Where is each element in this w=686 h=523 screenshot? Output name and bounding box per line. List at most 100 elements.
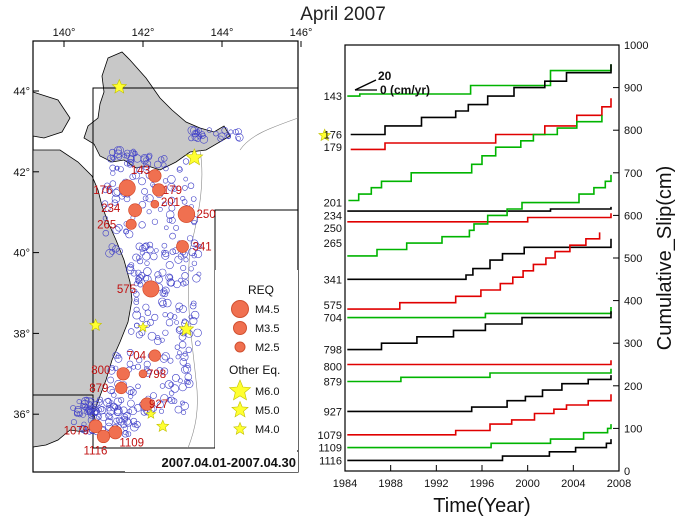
background-quake-marker <box>132 310 141 320</box>
background-quake-marker <box>98 406 105 413</box>
background-quake-marker <box>151 218 158 225</box>
slip-series <box>347 64 612 462</box>
background-quake-marker <box>134 296 139 302</box>
background-quake-marker <box>112 226 121 235</box>
series-line-575 <box>347 232 601 310</box>
background-quake-marker <box>183 365 192 374</box>
background-quake-marker <box>137 258 144 265</box>
background-quake-marker <box>139 250 145 256</box>
background-quake-marker <box>188 314 194 320</box>
background-quake-marker <box>136 166 144 174</box>
series-label-341: 341 <box>324 274 342 286</box>
background-quake-marker <box>162 201 168 207</box>
y-tick-label: 100 <box>624 423 642 435</box>
background-quake-marker <box>115 247 123 255</box>
other-quake-star <box>178 321 195 337</box>
background-quake-marker <box>234 128 242 135</box>
background-quake-marker <box>136 255 142 261</box>
background-quake-marker <box>185 346 192 354</box>
series-label-879: 879 <box>324 377 342 389</box>
background-quake-marker <box>167 396 176 404</box>
req-event-1116 <box>96 429 111 444</box>
background-quake-marker <box>183 176 188 182</box>
background-quake-marker <box>102 215 108 221</box>
background-quake-marker <box>111 156 116 162</box>
background-quake-marker <box>168 204 176 212</box>
background-quake-marker <box>118 397 125 404</box>
background-quake-marker <box>125 230 134 239</box>
background-quake-marker <box>213 131 219 137</box>
legend-star <box>233 421 247 435</box>
background-quake-marker <box>97 396 104 403</box>
background-quake-marker <box>96 398 103 406</box>
background-quake-marker <box>159 337 165 343</box>
background-quake-marker <box>82 428 88 435</box>
req-label-179: 179 <box>163 185 182 197</box>
background-quake-marker <box>120 421 128 428</box>
other-quake-star <box>137 321 149 333</box>
background-quake-marker <box>136 357 143 364</box>
background-quake-marker <box>127 155 134 162</box>
background-quake-marker <box>105 404 113 412</box>
background-quake-marker <box>121 430 129 438</box>
y-tick-label: 800 <box>624 125 642 137</box>
req-label-265: 265 <box>97 219 116 231</box>
background-quake-marker <box>124 419 133 427</box>
series-label-143: 143 <box>324 91 342 103</box>
background-quake-marker <box>79 425 87 433</box>
background-quake-marker <box>155 334 161 340</box>
background-quake-marker <box>194 135 201 142</box>
background-quake-marker <box>188 266 194 272</box>
background-quake-marker <box>194 250 203 259</box>
background-quake-marker <box>124 160 131 167</box>
req-label-143: 143 <box>131 165 150 177</box>
background-quake-marker <box>167 183 176 192</box>
background-quake-marker <box>127 159 135 167</box>
background-quake-marker <box>144 260 150 266</box>
background-quake-marker <box>99 413 108 422</box>
map-lon-label: 140° <box>53 27 76 39</box>
velocity-scale: 20 0 (cm/yr) <box>354 69 430 97</box>
y-tick-label: 700 <box>624 168 642 180</box>
background-quake-marker <box>180 264 187 271</box>
legend-other-label-2: M5.0 <box>255 405 279 417</box>
other-quake-star <box>88 318 103 332</box>
background-quake-marker <box>143 365 150 372</box>
background-quake-marker <box>180 401 189 411</box>
req-event-927 <box>140 397 154 411</box>
background-quake-marker <box>132 288 138 294</box>
background-quake-marker <box>139 316 146 322</box>
background-quake-marker <box>113 397 122 406</box>
background-quake-marker <box>147 331 157 341</box>
req-label-800: 800 <box>91 365 110 377</box>
background-quake-marker <box>81 397 90 406</box>
series-line-927 <box>347 375 612 413</box>
series-label-1079: 1079 <box>318 430 342 442</box>
background-quake-marker <box>180 280 187 287</box>
background-quake-marker <box>126 408 133 415</box>
req-label-176: 176 <box>93 185 112 197</box>
background-quake-marker <box>146 209 152 215</box>
background-quake-marker <box>174 320 179 325</box>
x-axis-ticks: 1984 1988 1992 1996 2000 2004 2008 <box>333 465 631 490</box>
background-quake-marker <box>117 166 124 173</box>
series-line-879 <box>347 368 612 383</box>
background-quake-marker <box>108 415 114 421</box>
background-quake-marker <box>81 403 89 411</box>
background-quake-marker <box>124 149 131 157</box>
background-quake-marker <box>128 393 134 399</box>
background-quake-marker <box>182 158 190 165</box>
map-lat-label: 40° <box>13 248 30 260</box>
background-quake-marker <box>121 413 129 421</box>
scale-value: 20 <box>378 69 392 83</box>
background-quake-marker <box>154 271 162 279</box>
background-quake-marker <box>109 180 117 187</box>
date-range: 2007.04.01-2007.04.30 <box>162 455 296 470</box>
background-quake-marker <box>173 224 179 231</box>
series-line-704 <box>347 307 612 319</box>
background-quake-marker <box>130 148 136 154</box>
req-label-798: 798 <box>147 369 166 381</box>
background-quake-marker <box>129 173 137 180</box>
series-label-1109: 1109 <box>318 443 342 455</box>
background-quake-marker <box>160 394 169 403</box>
